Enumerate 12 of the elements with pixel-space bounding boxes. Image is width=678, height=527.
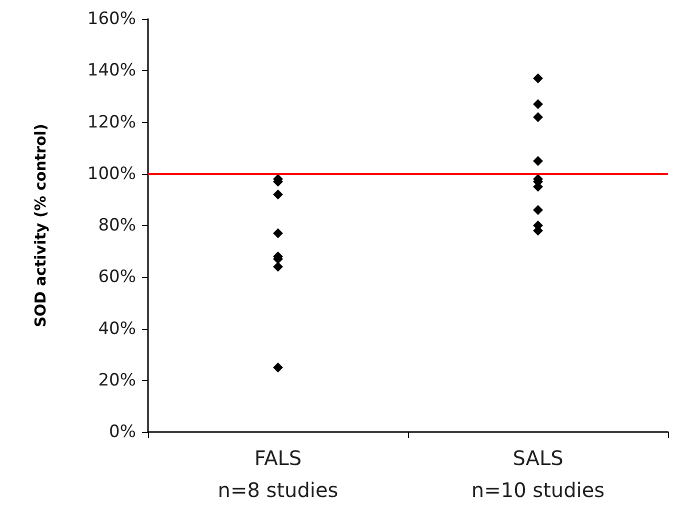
y-tick-label: 20% bbox=[98, 370, 136, 390]
y-tick-label: 140% bbox=[87, 60, 136, 81]
y-tick-label: 80% bbox=[98, 216, 136, 236]
x-tick-label: SALS n=10 studies bbox=[471, 446, 605, 502]
y-tick-label: 40% bbox=[98, 318, 136, 339]
y-axis-title: SOD activity (% control) bbox=[32, 124, 50, 328]
y-tick-label: 0% bbox=[109, 422, 136, 442]
x-tick-label: FALS n=8 studies bbox=[218, 446, 338, 502]
y-tick-label: 60% bbox=[98, 267, 136, 288]
y-tick-label: 100% bbox=[87, 164, 136, 184]
y-tick-label: 160% bbox=[87, 9, 136, 29]
y-tick-label: 120% bbox=[87, 112, 136, 132]
